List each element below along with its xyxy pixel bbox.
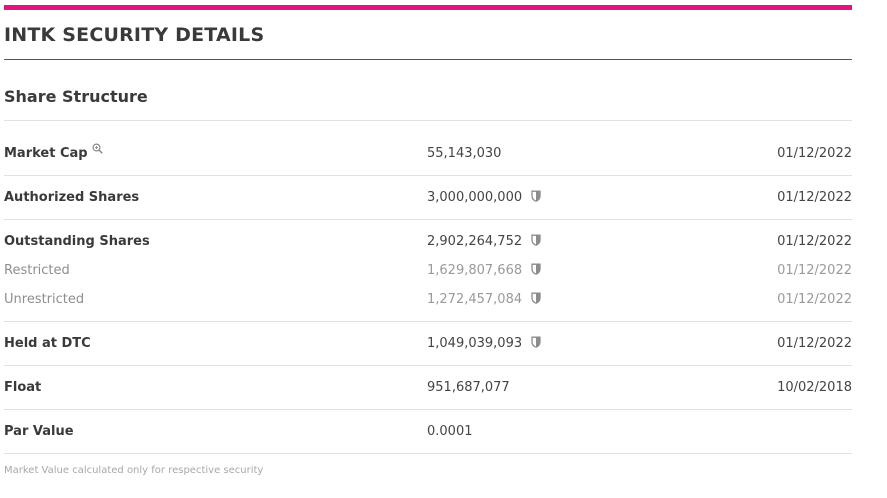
row-label-outstanding-shares: Outstanding Shares [4, 234, 150, 249]
row-value-unrestricted: 1,272,457,084 [427, 289, 541, 311]
share-row-held-at-dtc: Held at DTC 1,049,039,093 01/12/2022 [4, 333, 852, 355]
row-label-authorized-shares: Authorized Shares [4, 190, 140, 205]
row-label-restricted: Restricted [4, 263, 70, 278]
shield-icon[interactable] [531, 336, 541, 348]
row-value-restricted: 1,629,807,668 [427, 260, 541, 282]
row-value-held-at-dtc: 1,049,039,093 [427, 333, 541, 355]
share-row-par-value: Par Value 0.0001 [4, 421, 852, 443]
row-date-unrestricted: 01/12/2022 [777, 292, 852, 307]
share-row-market-cap: Market Cap 55,143,030 01/12/2022 [4, 143, 852, 165]
row-value-text: 3,000,000,000 [427, 190, 523, 205]
row-value-text: 1,272,457,084 [427, 292, 523, 307]
row-value-text: 2,902,264,752 [427, 234, 523, 249]
share-row-authorized-shares: Authorized Shares 3,000,000,000 01/12/20… [4, 187, 852, 209]
share-group-par-value: Par Value 0.0001 [4, 410, 852, 454]
row-value-float: 951,687,077 [427, 380, 510, 395]
shield-icon[interactable] [531, 190, 541, 202]
page-title: INTK SECURITY DETAILS [4, 24, 265, 46]
share-row-float: Float 951,687,077 10/02/2018 [4, 377, 852, 399]
share-row-outstanding-shares: Outstanding Shares 2,902,264,752 01/12/2… [4, 231, 852, 253]
row-date-authorized-shares: 01/12/2022 [777, 190, 852, 205]
share-group-market-cap: Market Cap 55,143,030 01/12/2022 [4, 121, 852, 176]
share-row-restricted: Restricted 1,629,807,668 01/12/2022 [4, 260, 852, 282]
zoom-icon[interactable] [92, 143, 103, 154]
shield-icon[interactable] [531, 292, 541, 304]
row-label-unrestricted: Unrestricted [4, 292, 85, 307]
footnote: Market Value calculated only for respect… [4, 465, 264, 476]
accent-top-bar [4, 5, 852, 10]
row-date-market-cap: 01/12/2022 [777, 146, 852, 161]
row-value-par-value: 0.0001 [427, 424, 473, 439]
shield-icon[interactable] [531, 234, 541, 246]
row-date-restricted: 01/12/2022 [777, 263, 852, 278]
row-label-float: Float [4, 380, 42, 395]
share-group-held-at-dtc: Held at DTC 1,049,039,093 01/12/2022 [4, 322, 852, 366]
share-group-float: Float 951,687,077 10/02/2018 [4, 366, 852, 410]
row-value-market-cap: 55,143,030 [427, 146, 502, 161]
share-row-unrestricted: Unrestricted 1,272,457,084 01/12/2022 [4, 289, 852, 311]
row-date-outstanding-shares: 01/12/2022 [777, 234, 852, 249]
row-label-held-at-dtc: Held at DTC [4, 336, 91, 351]
section-title-share-structure: Share Structure [4, 87, 148, 106]
row-value-text: 1,049,039,093 [427, 336, 523, 351]
row-label-market-cap: Market Cap [4, 143, 103, 165]
row-value-text: 1,629,807,668 [427, 263, 523, 278]
row-value-outstanding-shares: 2,902,264,752 [427, 231, 541, 253]
section-divider [4, 120, 852, 121]
shield-icon[interactable] [531, 263, 541, 275]
share-group-authorized: Authorized Shares 3,000,000,000 01/12/20… [4, 176, 852, 220]
row-value-authorized-shares: 3,000,000,000 [427, 187, 541, 209]
share-group-outstanding: Outstanding Shares 2,902,264,752 01/12/2… [4, 220, 852, 322]
row-label-par-value: Par Value [4, 424, 74, 439]
row-date-float: 10/02/2018 [777, 380, 852, 395]
row-date-held-at-dtc: 01/12/2022 [777, 336, 852, 351]
security-details-panel: INTK SECURITY DETAILS Share Structure Ma… [4, 5, 852, 476]
row-label-text: Market Cap [4, 146, 88, 161]
title-divider [4, 59, 852, 60]
